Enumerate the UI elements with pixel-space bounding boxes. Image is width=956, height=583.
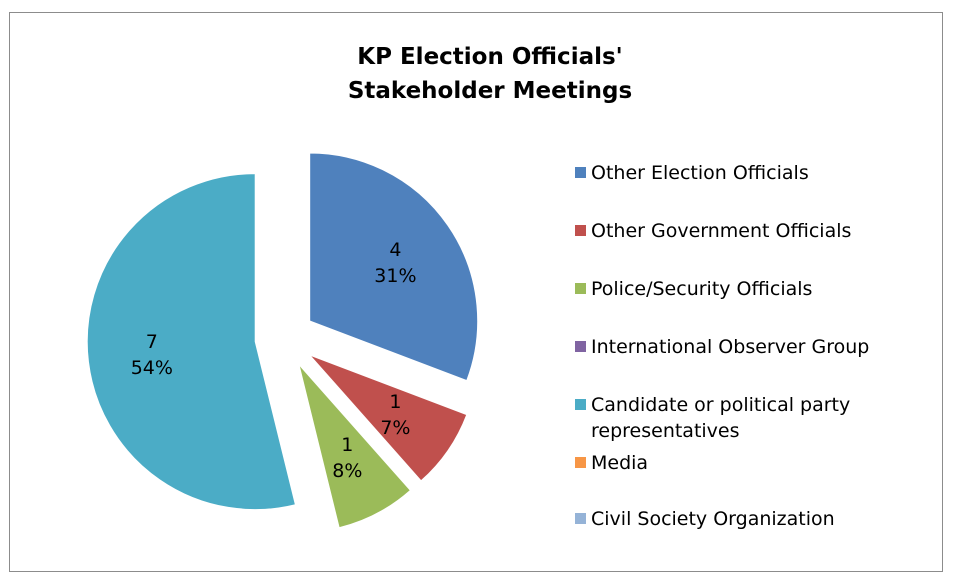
data-label: 1 [341,434,353,456]
data-label: 8% [332,460,362,482]
pie-slice [298,364,412,529]
legend-label: Media [591,452,649,474]
legend-item: Other Election Officials [575,160,941,186]
chart-title: KP Election Officials' Stakeholder Meeti… [347,44,633,104]
legend-swatch [575,167,586,178]
legend-item: Civil Society Organization [575,506,941,532]
legend-label: Candidate or political party representat… [591,394,851,442]
data-label: 4 [389,239,401,261]
pie-slice [86,173,297,511]
data-label: 1 [389,391,401,413]
chart-frame [9,12,943,572]
data-label: 7 [146,331,158,353]
data-label: 54% [131,357,173,379]
legend-swatch [575,341,586,352]
data-label: 31% [374,265,416,287]
pie-slice [309,354,468,482]
legend-item: International Observer Group [575,334,941,360]
legend-item: Other Government Officials [575,218,941,244]
legend-label: Other Election Officials [591,162,809,184]
pie-slice [309,152,479,382]
legend-swatch [575,225,586,236]
legend-swatch [575,283,586,294]
legend-item: Candidate or political party representat… [575,392,941,444]
legend-swatch [575,513,586,524]
legend-label: Other Government Officials [591,220,852,242]
legend-label: International Observer Group [591,336,870,358]
legend-item: Police/Security Officials [575,276,941,302]
legend-swatch [575,399,586,410]
legend-label: Police/Security Officials [591,278,813,300]
legend-label: Civil Society Organization [591,508,835,530]
legend-swatch [575,457,586,468]
legend-item: Media [575,450,941,476]
data-label: 7% [380,417,410,439]
